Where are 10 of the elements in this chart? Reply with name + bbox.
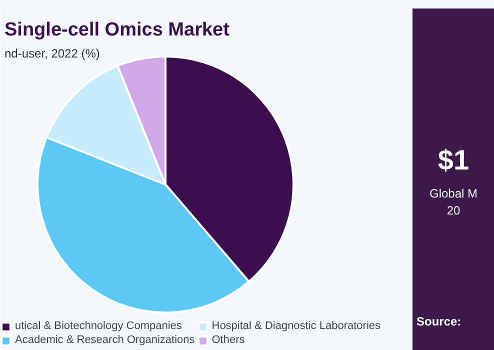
legend-label: Hospital & Diagnostic Laboratories (212, 320, 381, 332)
source-note: Source: (416, 314, 462, 328)
text: 20 (446, 204, 460, 218)
legend-label: Academic & Research Organizations (15, 334, 195, 346)
text: Global M (429, 186, 478, 200)
chart-subtitle: nd-user, 2022 (%) (4, 46, 100, 60)
text: $1 (438, 144, 470, 176)
chart-title: Single-cell Omics Market (4, 20, 230, 40)
legend-label: Others (212, 334, 245, 346)
legend-label: utical & Biotechnology Companies (15, 320, 182, 332)
